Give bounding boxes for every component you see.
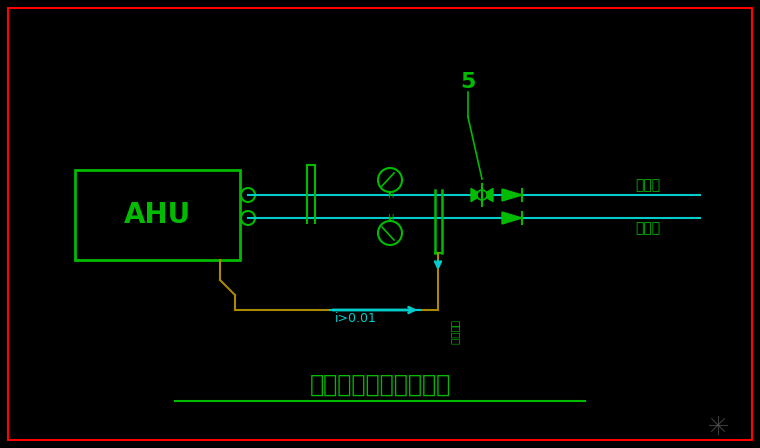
- Text: H: H: [387, 214, 393, 223]
- Polygon shape: [482, 189, 493, 202]
- Text: H: H: [387, 190, 393, 199]
- Text: i>0.01: i>0.01: [335, 312, 377, 325]
- Polygon shape: [502, 189, 522, 201]
- Bar: [75, 170, 240, 260]
- Text: 回水管: 回水管: [635, 178, 660, 192]
- Text: 5: 5: [461, 72, 476, 92]
- Text: 供水管: 供水管: [635, 221, 660, 235]
- Text: 凝结水管: 凝结水管: [450, 320, 460, 345]
- Polygon shape: [471, 189, 482, 202]
- Text: 立式空调器接管示意图: 立式空调器接管示意图: [309, 373, 451, 397]
- Circle shape: [477, 190, 487, 200]
- Polygon shape: [502, 212, 522, 224]
- Text: AHU: AHU: [124, 201, 191, 229]
